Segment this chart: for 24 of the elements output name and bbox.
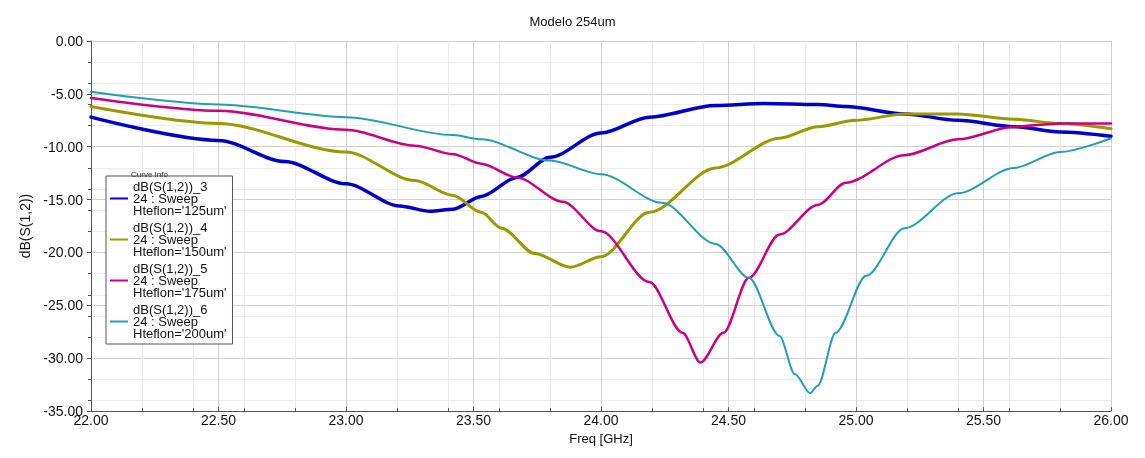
chart-title: Modelo 254um: [529, 14, 616, 29]
legend-label: dB(S(1,2))_5 24 : Sweep Hteflon='175um': [133, 261, 227, 300]
x-tick-label: 23.00: [328, 412, 364, 429]
x-tick-label: 25.50: [965, 412, 1002, 429]
y-tick-label: -15.00: [43, 191, 84, 208]
y-axis-title: dB(S(1,2)): [17, 193, 34, 259]
x-tick-label: 26.00: [1093, 412, 1129, 429]
x-tick-label: 24.50: [710, 412, 747, 429]
legend-label: dB(S(1,2))_4 24 : Sweep Hteflon='150um': [133, 220, 227, 259]
y-tick-label: -20.00: [43, 244, 84, 261]
y-tick-label: -25.00: [43, 297, 84, 314]
x-tick-label: 22.50: [200, 412, 237, 429]
y-tick-label: -5.00: [51, 85, 84, 102]
x-tick-label: 23.50: [455, 412, 492, 429]
y-tick-label: -30.00: [43, 350, 84, 367]
x-tick-label: 24.00: [583, 412, 619, 429]
x-tick-label: 25.00: [838, 412, 874, 429]
x-axis-title: Freq [GHz]: [569, 431, 633, 446]
legend-label: dB(S(1,2))_3 24 : Sweep Hteflon='125um': [133, 179, 227, 218]
line-series: [89, 101, 1113, 213]
legend-title: Curve Info: [131, 169, 169, 179]
y-tick-label: 0.00: [55, 33, 84, 49]
legend-label: dB(S(1,2))_6 24 : Sweep Hteflon='200um': [133, 302, 227, 341]
y-tick-label: -10.00: [43, 138, 84, 155]
